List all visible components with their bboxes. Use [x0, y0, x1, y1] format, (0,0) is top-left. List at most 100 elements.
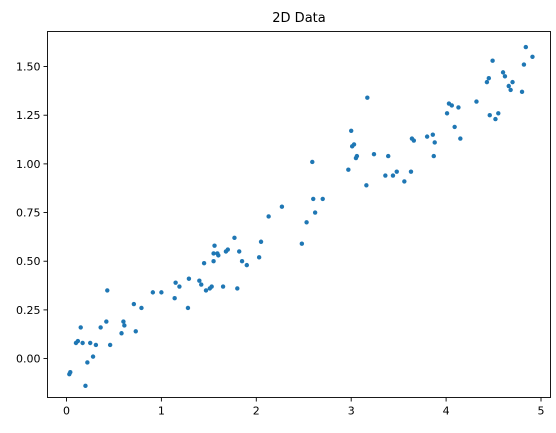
data-point-9 — [90, 354, 96, 359]
data-point-21 — [150, 290, 156, 295]
data-point-93 — [506, 83, 511, 89]
data-point-19 — [133, 329, 138, 334]
data-point-62 — [354, 153, 360, 159]
y-tick-label: 0.50 — [16, 255, 41, 268]
data-point-73 — [411, 138, 417, 143]
data-point-86 — [486, 76, 492, 81]
data-point-4 — [78, 325, 83, 330]
data-point-51 — [299, 241, 305, 246]
data-point-12 — [104, 319, 109, 324]
x-tick-label: 4 — [443, 405, 450, 418]
y-tick-label: 0.25 — [16, 304, 41, 317]
data-point-17 — [122, 323, 127, 328]
x-tick-label: 1 — [158, 405, 165, 418]
data-point-29 — [199, 282, 204, 287]
data-point-45 — [239, 259, 245, 264]
y-tick-label: 1.25 — [16, 109, 41, 122]
data-point-36 — [212, 243, 217, 248]
data-point-68 — [390, 173, 396, 178]
data-point-84 — [474, 99, 479, 104]
data-point-48 — [258, 239, 264, 244]
data-point-75 — [430, 132, 436, 137]
data-point-14 — [107, 342, 113, 348]
data-point-16 — [121, 319, 126, 324]
data-point-24 — [173, 280, 178, 285]
data-point-31 — [203, 288, 209, 293]
data-point-53 — [310, 159, 315, 165]
data-point-11 — [98, 325, 103, 330]
x-tick-label: 5 — [538, 405, 545, 418]
data-point-88 — [490, 58, 495, 63]
data-point-33 — [209, 284, 214, 289]
data-point-42 — [232, 235, 237, 241]
data-point-87 — [487, 113, 492, 118]
data-point-43 — [235, 286, 240, 291]
data-point-65 — [371, 151, 377, 157]
data-point-90 — [496, 111, 501, 116]
data-point-49 — [266, 214, 271, 219]
points-layer — [67, 44, 535, 389]
data-point-78 — [444, 111, 450, 116]
data-point-96 — [519, 89, 525, 95]
data-point-13 — [105, 288, 110, 293]
data-point-44 — [237, 249, 242, 254]
data-point-41 — [225, 247, 231, 252]
data-point-64 — [365, 95, 370, 100]
data-point-85 — [484, 79, 490, 85]
data-point-15 — [119, 331, 124, 336]
plot-frame — [47, 31, 551, 398]
y-tick-label: 1.50 — [16, 61, 41, 74]
data-point-82 — [456, 105, 461, 110]
data-point-1 — [68, 369, 73, 375]
data-point-67 — [386, 153, 391, 159]
data-point-18 — [131, 301, 137, 307]
data-point-22 — [159, 290, 164, 295]
data-point-89 — [493, 116, 498, 122]
data-point-94 — [508, 87, 513, 93]
data-point-23 — [172, 296, 177, 301]
data-point-80 — [449, 103, 454, 108]
data-point-66 — [383, 173, 388, 178]
x-tick-label: 0 — [63, 405, 70, 418]
data-point-3 — [75, 338, 81, 344]
data-point-77 — [432, 140, 437, 145]
data-point-57 — [346, 167, 351, 172]
data-point-20 — [139, 305, 144, 311]
data-point-97 — [521, 62, 527, 67]
data-point-39 — [220, 284, 226, 289]
data-point-8 — [88, 340, 93, 346]
data-point-10 — [93, 342, 99, 348]
data-point-56 — [320, 196, 325, 202]
data-point-99 — [530, 54, 535, 60]
data-point-27 — [186, 276, 192, 281]
data-point-71 — [408, 169, 414, 174]
data-point-60 — [351, 142, 357, 147]
data-point-34 — [211, 259, 216, 264]
y-tick-label: 0.00 — [16, 353, 41, 366]
data-point-83 — [458, 136, 463, 141]
data-point-70 — [402, 179, 407, 184]
data-point-54 — [311, 196, 316, 202]
data-point-47 — [256, 255, 262, 260]
data-point-30 — [201, 260, 207, 266]
data-point-91 — [500, 70, 506, 75]
x-axis-ticks: 0 1 2 3 4 5 — [63, 397, 545, 418]
data-point-95 — [510, 79, 515, 85]
y-tick-label: 1.00 — [16, 158, 41, 171]
data-point-63 — [364, 183, 369, 188]
data-point-50 — [279, 204, 285, 209]
data-point-28 — [197, 278, 202, 283]
data-point-58 — [349, 128, 354, 133]
data-point-25 — [177, 284, 182, 289]
y-tick-label: 0.75 — [16, 207, 41, 220]
data-point-26 — [185, 305, 191, 311]
data-point-6 — [83, 383, 88, 389]
data-point-98 — [523, 44, 529, 50]
data-point-74 — [424, 134, 430, 139]
data-point-76 — [431, 153, 436, 159]
data-point-69 — [394, 169, 399, 174]
x-tick-label: 2 — [253, 405, 260, 418]
data-point-55 — [312, 210, 318, 215]
y-axis-ticks: 0.00 0.25 0.50 0.75 1.00 1.25 1.50 — [16, 61, 48, 366]
